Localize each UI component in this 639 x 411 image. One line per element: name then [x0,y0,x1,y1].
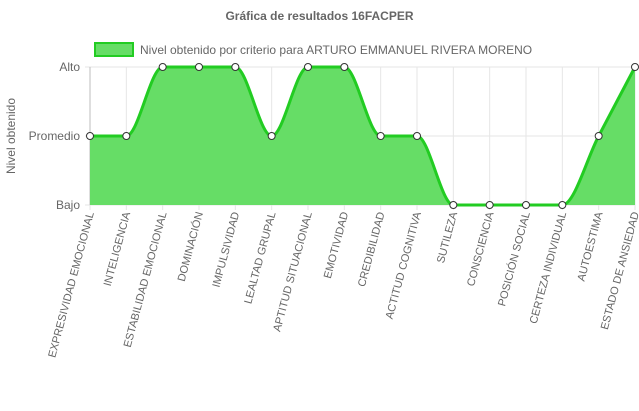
x-tick-label: INTELIGENCIA [102,210,134,288]
data-point[interactable] [558,201,567,209]
data-point[interactable] [158,63,167,71]
x-tick-label: POSICIÓN SOCIAL [495,210,533,307]
series-line [90,65,637,207]
y-tick-label: Alto [59,60,80,74]
data-point[interactable] [86,132,94,140]
x-tick-label: EXPRESIVIDAD EMOCIONAL [46,211,97,359]
data-point[interactable] [304,63,312,71]
legend[interactable]: Nivel obtenido por criterio para ARTURO … [94,42,532,57]
data-point[interactable] [195,63,203,71]
legend-swatch [94,42,134,57]
data-point[interactable] [631,63,639,71]
x-tick-label: ESTABILIDAD EMOCIONAL [122,211,170,349]
y-axis-label: Nivel obtenido [4,98,18,174]
x-tick-label: EMOTIVIDAD [322,211,351,280]
y-tick-label: Promedio [29,129,81,143]
data-point[interactable] [413,132,421,140]
x-tick-label: DOMINACIÓN [175,210,206,282]
data-point[interactable] [340,63,349,71]
chart-title: Gráfica de resultados 16FACPER [225,9,413,23]
y-tick-labels: Bajo Promedio Alto [29,60,81,212]
legend-label: Nivel obtenido por criterio para ARTURO … [140,43,532,57]
x-tick-label: ACTITUD COGNITIVA [384,210,424,320]
x-tick-label: ESTADO DE ANSIEDAD [599,211,639,331]
data-point[interactable] [522,201,530,209]
x-tick-label: AUTOESTIMA [576,210,606,283]
series-area [90,67,635,205]
x-tick-label: APTITUD SITUACIONAL [271,211,315,333]
data-point[interactable] [594,132,603,140]
x-tick-label: CERTEZA INDIVIDUAL [528,211,569,326]
data-point[interactable] [485,201,494,209]
data-point[interactable] [376,132,385,140]
x-tick-label: CONSCIENCIA [465,210,497,288]
x-tick-label: CREDIBILIDAD [356,211,388,289]
x-tick-label: IMPULSIVIDAD [211,211,243,289]
data-point[interactable] [267,132,276,140]
x-tick-labels: EXPRESIVIDAD EMOCIONAL INTELIGENCIAESTABI… [46,210,639,359]
series-layer [90,65,637,207]
data-point[interactable] [231,63,240,71]
x-tick-label: LEALTAD GRUPAL [242,211,278,306]
x-tick-label: SUTILEZA [435,210,460,265]
data-point[interactable] [449,201,458,209]
data-points [86,63,639,209]
data-point[interactable] [122,132,131,140]
y-tick-label: Bajo [56,198,80,212]
